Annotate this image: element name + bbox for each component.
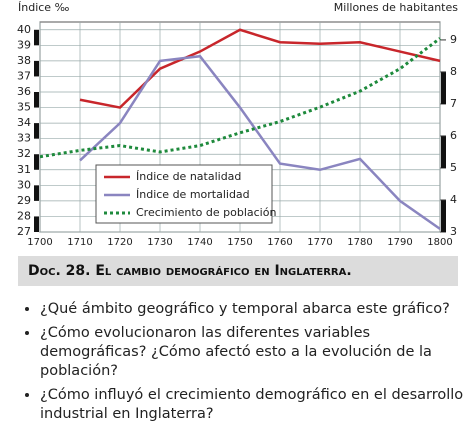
y2-tick-label: 6: [450, 129, 457, 142]
legend-label: Índice de natalidad: [136, 170, 241, 183]
x-tick-label: 1710: [67, 237, 92, 248]
y-tick-label: 32: [17, 147, 31, 160]
y-tick-label: 31: [17, 163, 31, 176]
axis-band: [34, 216, 39, 232]
legend-label: Crecimiento de población: [136, 206, 276, 219]
question: ¿Cómo evolucionaron las diferentes varia…: [40, 324, 474, 381]
x-tick-label: 1720: [107, 237, 132, 248]
x-tick-label: 1800: [427, 237, 452, 248]
x-tick-label: 1750: [227, 237, 252, 248]
y-tick-label: 30: [17, 178, 31, 191]
data-line: [39, 37, 441, 159]
chart: Índice ‰ Millones de habitantes 27 28 29 30…: [17, 1, 458, 248]
x-tick-label: 1700: [27, 237, 52, 248]
y-tick-label: 29: [17, 194, 31, 207]
y2-axis-label: Millones de habitantes: [334, 1, 458, 14]
axis-band: [441, 135, 446, 168]
y2-tick-label: 4: [450, 193, 457, 206]
question-list: ¿Qué ámbito geográfico y temporal abarca…: [22, 300, 474, 429]
x-tick-label: 1790: [387, 237, 412, 248]
axis-band: [34, 29, 39, 46]
y-tick-label: 39: [17, 38, 31, 51]
question: ¿Qué ámbito geográfico y temporal abarca…: [40, 300, 474, 319]
y-tick-label: 35: [17, 101, 31, 114]
y2-tick-label: 8: [450, 65, 457, 78]
data-line: [79, 28, 441, 109]
axis-band: [34, 123, 39, 139]
axis-band: [34, 60, 39, 77]
y2-tick-label: 5: [450, 161, 457, 174]
axis-band: [34, 92, 39, 108]
axis-band: [34, 185, 39, 201]
y-tick-label: 40: [17, 23, 31, 36]
axis-band: [441, 199, 446, 232]
question: ¿Cómo influyó el crecimiento demográfico…: [40, 386, 474, 424]
x-tick-label: 1780: [347, 237, 372, 248]
x-tick-label: 1730: [147, 237, 172, 248]
data-line: [79, 54, 441, 230]
x-tick-label: 1770: [307, 237, 332, 248]
x-tick-label: 1760: [267, 237, 292, 248]
y-tick-label: 37: [17, 69, 31, 82]
x-tick-label: 1740: [187, 237, 212, 248]
y-tick-label: 33: [17, 132, 31, 145]
y-tick-label: 27: [17, 225, 31, 238]
y2-tick-label: 9: [450, 33, 457, 46]
legend-label: Índice de mortalidad: [136, 188, 250, 201]
y-tick-label: 36: [17, 85, 31, 98]
y2-tick-label: 7: [450, 97, 457, 110]
y-axis-label: Índice ‰: [18, 1, 70, 14]
axis-band: [34, 154, 39, 170]
axis-band: [441, 71, 446, 104]
y-tick-label: 28: [17, 209, 31, 222]
caption: Doc. 28. El cambio demográfico en Inglat…: [18, 256, 458, 286]
y-tick-label: 38: [17, 54, 31, 67]
page: Índice ‰ Millones de habitantes 27 28 29 30…: [0, 0, 474, 411]
y2-tick-label: 3: [450, 225, 457, 238]
y-tick-label: 34: [17, 116, 31, 129]
